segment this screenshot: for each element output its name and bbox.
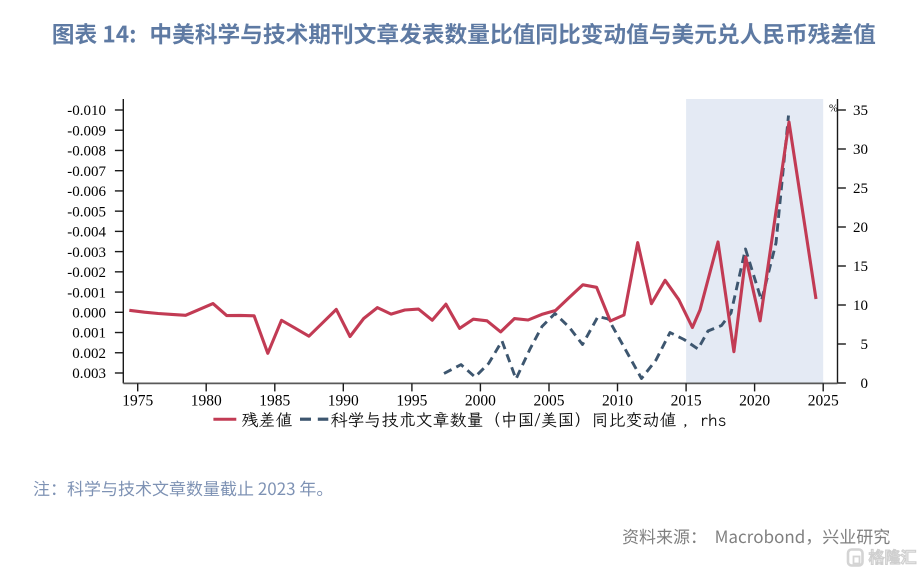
svg-text:2000: 2000 bbox=[465, 393, 496, 410]
svg-text:-0.008: -0.008 bbox=[67, 144, 106, 160]
svg-text:-0.003: -0.003 bbox=[67, 245, 106, 261]
svg-text:2025: 2025 bbox=[808, 393, 839, 410]
svg-text:-0.004: -0.004 bbox=[67, 225, 106, 241]
svg-text:1995: 1995 bbox=[396, 393, 427, 410]
svg-text:2020: 2020 bbox=[739, 393, 770, 410]
svg-text:2005: 2005 bbox=[534, 393, 565, 410]
svg-text:1985: 1985 bbox=[259, 393, 290, 410]
svg-text:-0.002: -0.002 bbox=[67, 265, 106, 281]
svg-text:%: % bbox=[829, 104, 838, 115]
svg-text:20: 20 bbox=[853, 220, 868, 236]
svg-text:0.003: 0.003 bbox=[72, 366, 106, 382]
svg-text:2010: 2010 bbox=[602, 393, 633, 410]
svg-text:-0.001: -0.001 bbox=[67, 285, 106, 301]
svg-text:-0.007: -0.007 bbox=[67, 164, 106, 180]
svg-text:-0.010: -0.010 bbox=[67, 103, 106, 119]
svg-text:5: 5 bbox=[861, 337, 869, 353]
svg-text:-0.009: -0.009 bbox=[67, 123, 106, 139]
svg-text:35: 35 bbox=[853, 103, 868, 119]
svg-text:1980: 1980 bbox=[191, 393, 222, 410]
svg-text:2015: 2015 bbox=[671, 393, 702, 410]
svg-text:1975: 1975 bbox=[122, 393, 153, 410]
svg-text:15: 15 bbox=[853, 259, 868, 275]
svg-text:0.002: 0.002 bbox=[72, 346, 106, 362]
svg-text:0: 0 bbox=[861, 376, 869, 392]
svg-text:25: 25 bbox=[853, 181, 868, 197]
svg-text:0.001: 0.001 bbox=[72, 326, 106, 342]
svg-text:0.000: 0.000 bbox=[72, 306, 106, 322]
svg-text:30: 30 bbox=[853, 142, 868, 158]
svg-text:-0.005: -0.005 bbox=[67, 204, 106, 220]
svg-text:-0.006: -0.006 bbox=[67, 184, 106, 200]
svg-text:10: 10 bbox=[853, 298, 868, 314]
svg-text:1990: 1990 bbox=[328, 393, 359, 410]
